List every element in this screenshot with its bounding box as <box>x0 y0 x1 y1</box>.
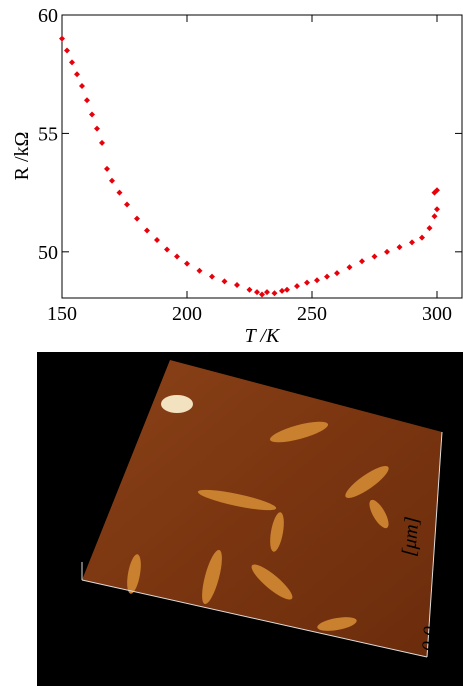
data-point <box>279 287 285 294</box>
x-tick-label: 300 <box>422 303 452 325</box>
data-point <box>164 246 170 253</box>
data-point <box>234 281 240 288</box>
data-point <box>334 270 340 277</box>
data-point <box>259 291 265 298</box>
data-point <box>359 258 365 265</box>
data-point <box>59 35 65 42</box>
plot-frame <box>61 14 463 299</box>
afm-image: [nm] 74 0 0.0 [μm] 1.0 0.0 [μm] 1.0 <box>37 352 463 686</box>
y-tick-label: 60 <box>38 5 58 27</box>
data-point <box>409 239 415 246</box>
data-point <box>184 260 190 267</box>
x-start: 0.0 <box>67 590 92 612</box>
data-point <box>124 201 130 208</box>
data-point <box>426 225 433 232</box>
data-point <box>384 248 390 255</box>
y-tick-label: 50 <box>38 242 58 264</box>
y-end: 1.0 <box>438 431 462 458</box>
y-unit: [μm] <box>398 516 423 558</box>
data-point <box>371 253 378 260</box>
x-tick-label: 150 <box>47 303 77 325</box>
data-point <box>99 139 105 146</box>
data-point <box>144 227 150 234</box>
data-point <box>84 97 90 104</box>
data-point <box>79 83 85 90</box>
data-point <box>434 206 440 213</box>
image-axes <box>81 431 443 658</box>
x-axis-label: T /K <box>245 325 281 347</box>
chart: T /K R /kΩ 150 200 250 300 50 55 60 <box>11 5 463 347</box>
data-point <box>419 234 425 241</box>
data-point <box>264 289 270 296</box>
data-point <box>104 165 110 172</box>
data-point <box>254 289 260 296</box>
x-tick-label: 250 <box>297 303 327 325</box>
data-point <box>271 290 278 297</box>
data-point <box>209 273 215 280</box>
rods <box>127 395 389 631</box>
data-point <box>69 59 75 66</box>
data-point <box>196 267 203 274</box>
data-point <box>346 264 353 271</box>
data-point <box>294 283 300 290</box>
x-tick-label: 200 <box>172 303 202 325</box>
y-start: 0.0 <box>418 626 442 653</box>
data-point <box>284 286 290 293</box>
y-tick-label: 55 <box>38 123 58 145</box>
x-end: 1.0 <box>389 657 414 679</box>
z-min: 0 <box>55 561 65 583</box>
data-point <box>396 244 403 251</box>
data-point <box>174 253 180 260</box>
data-point <box>109 177 115 184</box>
data-point <box>221 278 228 285</box>
data-point <box>94 125 100 132</box>
data-point <box>74 71 80 78</box>
data-point <box>304 279 310 286</box>
data-point <box>431 213 438 220</box>
data-point <box>134 215 140 222</box>
data-point <box>246 286 253 293</box>
data-point <box>89 111 95 118</box>
data-point <box>314 277 320 284</box>
data-point <box>324 273 330 280</box>
data-point <box>116 189 123 196</box>
data-point <box>154 236 160 243</box>
data-point <box>64 47 70 54</box>
y-axis-label: R /kΩ <box>11 132 33 181</box>
data-point <box>434 187 440 194</box>
z-max: 74 <box>43 547 63 569</box>
